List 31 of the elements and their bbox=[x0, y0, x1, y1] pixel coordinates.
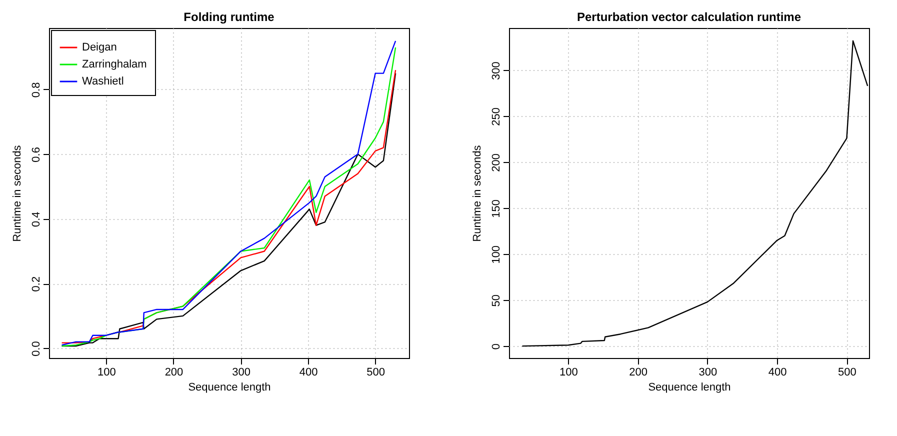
y-tick-label: 0.4 bbox=[30, 212, 42, 228]
x-tick-label: 400 bbox=[299, 366, 318, 378]
y-tick-label: 0.6 bbox=[30, 147, 42, 162]
y-tick-label: 200 bbox=[490, 154, 502, 172]
chart-title: Perturbation vector calculation runtime bbox=[576, 10, 802, 24]
x-axis-title: Sequence length bbox=[188, 382, 271, 394]
x-tick-label: 300 bbox=[698, 366, 718, 378]
y-axis-title: Runtime in seconds bbox=[472, 144, 484, 242]
x-tick-label: 300 bbox=[232, 366, 250, 378]
y-axis-title: Runtime in seconds bbox=[12, 144, 24, 242]
y-tick-label: 100 bbox=[490, 245, 502, 264]
y-tick-label: 150 bbox=[490, 199, 502, 218]
y-tick-label: 300 bbox=[490, 62, 502, 80]
legend-label: Zarringhalam bbox=[82, 58, 147, 70]
y-tick-label: 50 bbox=[490, 294, 502, 307]
x-tick-label: 100 bbox=[98, 366, 116, 378]
x-tick-label: 200 bbox=[164, 366, 184, 378]
x-tick-label: 400 bbox=[768, 366, 787, 378]
x-tick-label: 200 bbox=[629, 366, 648, 378]
x-axis-title: Sequence length bbox=[648, 382, 731, 394]
chart-title: Folding runtime bbox=[184, 10, 275, 24]
x-tick-label: 500 bbox=[366, 366, 386, 378]
legend-label: Washietl bbox=[82, 76, 124, 88]
y-tick-label: 250 bbox=[490, 108, 502, 126]
y-tick-label: 0 bbox=[490, 343, 502, 350]
x-tick-label: 500 bbox=[838, 366, 856, 378]
x-tick-label: 100 bbox=[560, 366, 578, 378]
legend-label: Deigan bbox=[82, 42, 117, 54]
y-tick-label: 0.2 bbox=[30, 276, 42, 292]
y-tick-label: 0.8 bbox=[30, 82, 42, 98]
y-tick-label: 0.0 bbox=[30, 341, 42, 356]
